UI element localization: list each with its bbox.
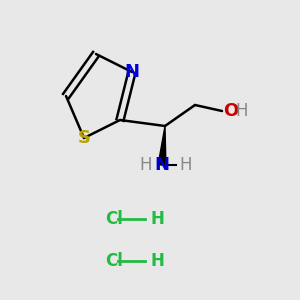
- Text: N: N: [124, 63, 140, 81]
- Text: H: H: [150, 210, 164, 228]
- Text: Cl: Cl: [105, 210, 123, 228]
- Text: H: H: [150, 252, 164, 270]
- Text: H: H: [139, 156, 152, 174]
- Text: Cl: Cl: [105, 252, 123, 270]
- Text: H: H: [236, 102, 248, 120]
- Text: S: S: [77, 129, 91, 147]
- Polygon shape: [158, 126, 166, 165]
- Text: N: N: [154, 156, 169, 174]
- Text: O: O: [224, 102, 239, 120]
- Text: H: H: [179, 156, 192, 174]
